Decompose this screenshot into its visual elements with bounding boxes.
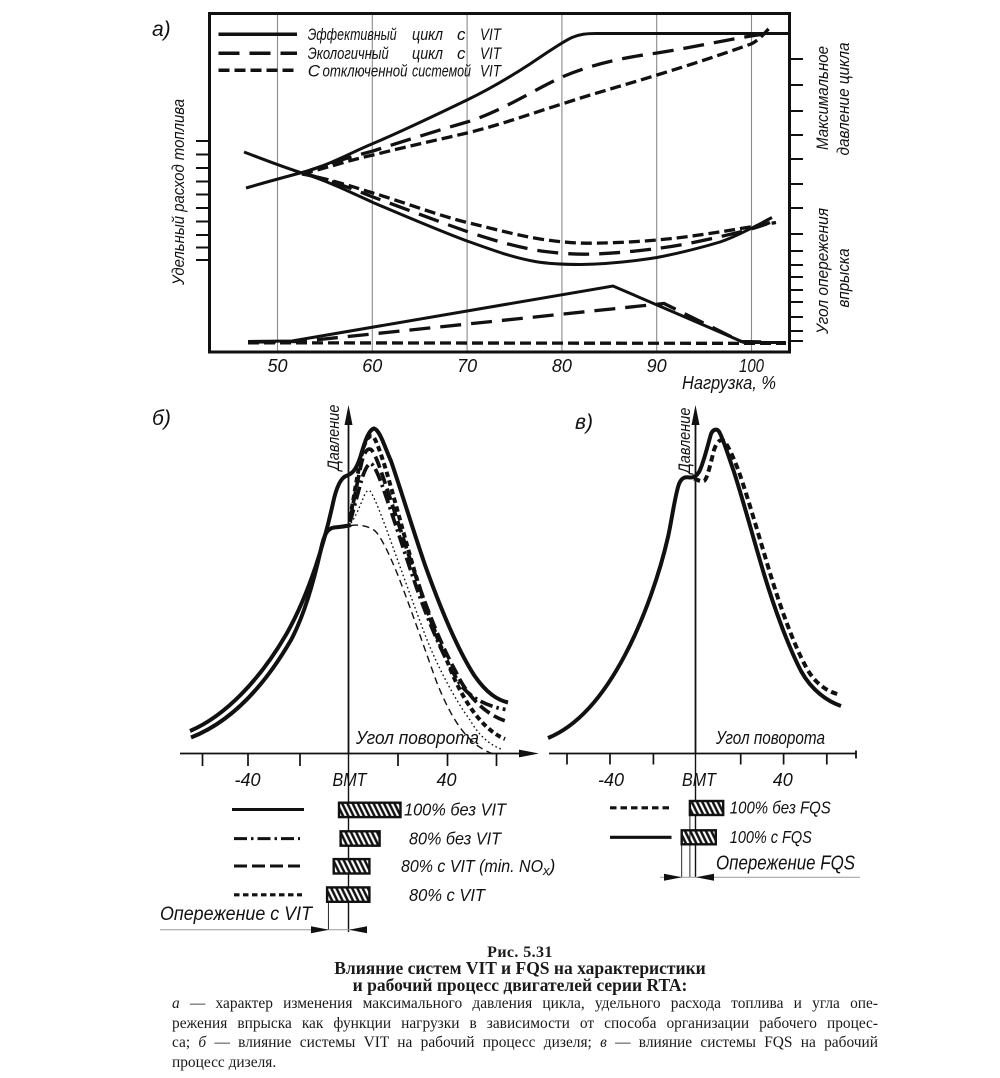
svg-text:80% с VIT (min. NOх): 80% с VIT (min. NOх) xyxy=(401,856,555,878)
svg-text:ВМТ: ВМТ xyxy=(333,770,369,790)
svg-text:40: 40 xyxy=(773,770,793,790)
svg-text:80% с VIT: 80% с VIT xyxy=(409,885,486,905)
svg-text:ВМТ: ВМТ xyxy=(682,770,718,790)
svg-text:Максимальное: Максимальное xyxy=(814,46,832,150)
svg-text:90: 90 xyxy=(647,356,667,376)
svg-text:80% без VIT: 80% без VIT xyxy=(409,829,502,849)
svg-text:Давление: Давление xyxy=(675,408,694,476)
svg-text:Давление: Давление xyxy=(324,405,343,473)
svg-text:100% без VIT: 100% без VIT xyxy=(404,800,507,820)
svg-text:Нагрузка, %: Нагрузка, % xyxy=(682,373,776,393)
svg-text:Угол поворота: Угол поворота xyxy=(715,728,825,748)
svg-text:Опережение с VIT: Опережение с VIT xyxy=(160,904,313,925)
svg-text:Удельный расход топлива: Удельный расход топлива xyxy=(170,99,188,286)
svg-text:впрыска: впрыска xyxy=(835,249,853,308)
svg-text:давление цикла: давление цикла xyxy=(835,43,853,156)
svg-text:а): а) xyxy=(152,18,171,41)
svg-text:100% без FQS: 100% без FQS xyxy=(730,798,831,818)
svg-text:70: 70 xyxy=(457,356,477,376)
svg-text:Угол опережения: Угол опережения xyxy=(814,208,832,335)
svg-text:-40: -40 xyxy=(598,770,624,790)
svg-text:б): б) xyxy=(152,407,171,430)
svg-text:80: 80 xyxy=(552,356,572,376)
svg-text:Угол поворота: Угол поворота xyxy=(355,728,479,748)
svg-text:100% с FQS: 100% с FQS xyxy=(730,827,812,847)
svg-text:50: 50 xyxy=(267,356,287,376)
svg-text:60: 60 xyxy=(362,356,382,376)
svg-text:-40: -40 xyxy=(234,770,260,790)
svg-text:в): в) xyxy=(575,411,593,434)
svg-text:100: 100 xyxy=(739,356,764,376)
svg-text:Опережение FQS: Опережение FQS xyxy=(716,853,856,875)
svg-text:40: 40 xyxy=(436,770,456,790)
